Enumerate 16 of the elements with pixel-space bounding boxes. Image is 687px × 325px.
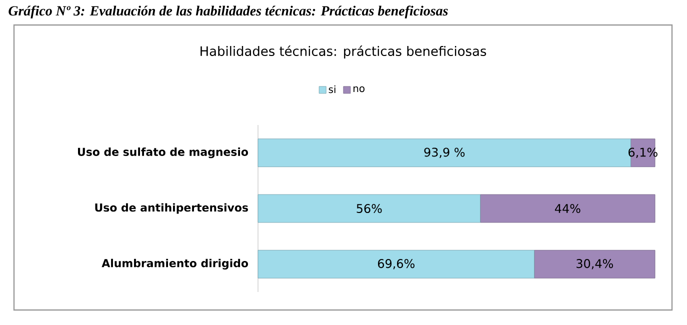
bar — [534, 250, 656, 278]
text: Gráfico Nº 3: Evaluación de las habilidades técnicas: Prácticas beneficiosas — [8, 6, 448, 18]
y-tick-label: Uso de sulfato de magnesio — [78, 147, 248, 158]
data-label: 30,4% — [576, 259, 613, 270]
legend-label: si — [328, 85, 336, 94]
bar — [258, 250, 535, 278]
chart-title: Habilidades técnicas: prácticas beneficiosas — [200, 45, 486, 59]
data-label: 69,6% — [378, 259, 414, 270]
y-tick-label: Alumbramiento dirigido — [102, 258, 248, 270]
data-label: 93,9 % — [424, 148, 465, 158]
legend-label: no — [354, 86, 364, 92]
data-label: 44% — [554, 204, 580, 214]
bar — [480, 194, 656, 223]
bar — [258, 194, 481, 223]
data-label: 56% — [356, 204, 382, 214]
y-tick-label: Uso de antihipertensivos — [95, 203, 248, 214]
